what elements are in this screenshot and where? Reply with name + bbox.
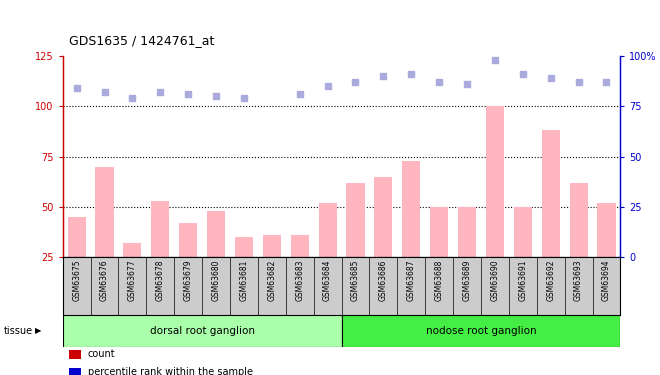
Bar	[151, 201, 170, 307]
Text: GSM63692: GSM63692	[546, 260, 555, 301]
Point	[211, 93, 221, 99]
Point	[434, 80, 444, 86]
Text: ▶: ▶	[35, 326, 42, 335]
Bar	[458, 207, 476, 307]
Text: GSM63682: GSM63682	[267, 260, 277, 301]
Text: GSM63675: GSM63675	[72, 260, 81, 302]
Bar	[402, 160, 420, 307]
Bar	[342, 315, 620, 347]
Text: GSM63684: GSM63684	[323, 260, 332, 301]
Point	[406, 71, 416, 77]
Text: GSM63693: GSM63693	[574, 260, 583, 302]
Text: tissue: tissue	[3, 326, 32, 336]
Bar	[319, 203, 337, 307]
Text: GDS1635 / 1424761_at: GDS1635 / 1424761_at	[69, 34, 214, 47]
Point	[378, 73, 389, 79]
Text: GSM63690: GSM63690	[490, 260, 500, 302]
Bar	[346, 183, 364, 307]
Bar	[430, 207, 448, 307]
Point	[601, 80, 612, 86]
Bar	[486, 106, 504, 307]
Point	[322, 83, 333, 89]
Text: GSM63677: GSM63677	[128, 260, 137, 302]
Text: GSM63679: GSM63679	[183, 260, 193, 302]
Text: GSM63685: GSM63685	[351, 260, 360, 301]
Bar	[513, 207, 532, 307]
Bar	[597, 203, 616, 307]
Bar	[570, 183, 587, 307]
Text: GSM63688: GSM63688	[435, 260, 444, 301]
Bar	[374, 177, 393, 307]
Text: GSM63680: GSM63680	[212, 260, 220, 301]
Text: dorsal root ganglion: dorsal root ganglion	[150, 326, 255, 336]
Point	[517, 71, 528, 77]
Text: GSM63687: GSM63687	[407, 260, 416, 301]
Bar	[123, 243, 141, 307]
Text: GSM63678: GSM63678	[156, 260, 165, 301]
Point	[574, 80, 584, 86]
Point	[155, 89, 166, 95]
Text: percentile rank within the sample: percentile rank within the sample	[88, 368, 253, 375]
Text: GSM63694: GSM63694	[602, 260, 611, 302]
Point	[71, 86, 82, 92]
Text: nodose root ganglion: nodose root ganglion	[426, 326, 537, 336]
Point	[239, 95, 249, 101]
Text: GSM63681: GSM63681	[240, 260, 248, 301]
Text: GSM63689: GSM63689	[463, 260, 471, 301]
Bar	[207, 211, 225, 307]
Text: count: count	[88, 350, 115, 359]
Point	[183, 92, 193, 98]
Text: GSM63686: GSM63686	[379, 260, 388, 301]
Bar	[179, 223, 197, 307]
Bar	[263, 235, 281, 307]
Bar	[63, 315, 342, 347]
Point	[545, 75, 556, 81]
Point	[350, 80, 361, 86]
Text: GSM63676: GSM63676	[100, 260, 109, 302]
Point	[294, 92, 305, 98]
Bar	[290, 235, 309, 307]
Point	[99, 89, 110, 95]
Point	[127, 95, 138, 101]
Point	[462, 81, 473, 87]
Point	[490, 57, 500, 63]
Text: GSM63691: GSM63691	[518, 260, 527, 301]
Bar	[96, 166, 114, 307]
Bar	[542, 130, 560, 307]
Bar	[67, 217, 86, 307]
Text: GSM63683: GSM63683	[295, 260, 304, 301]
Bar	[235, 237, 253, 307]
